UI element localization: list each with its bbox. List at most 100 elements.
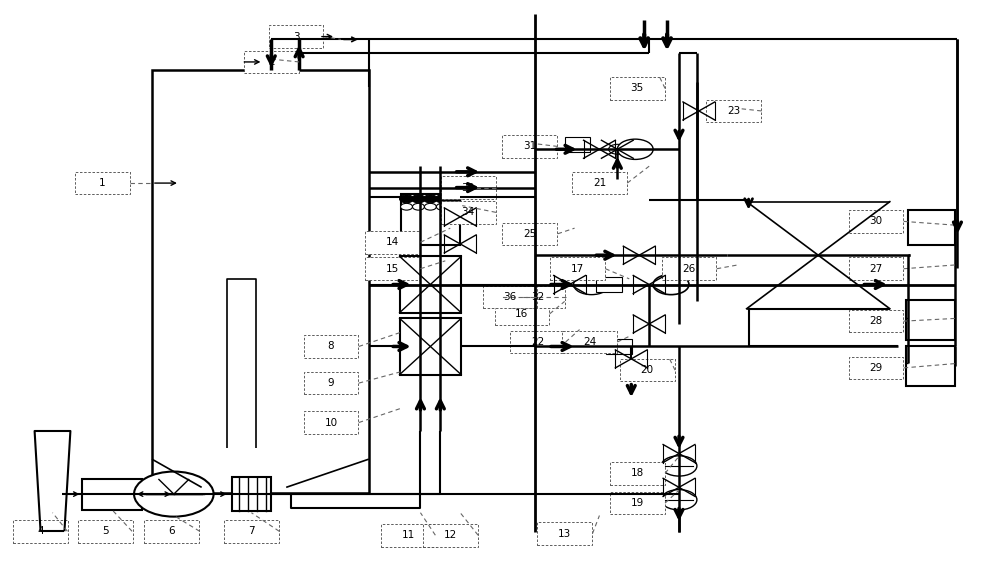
FancyBboxPatch shape [849, 210, 903, 233]
Text: 34: 34 [462, 207, 475, 217]
FancyBboxPatch shape [365, 257, 420, 280]
Circle shape [448, 203, 460, 210]
FancyBboxPatch shape [610, 492, 665, 514]
FancyBboxPatch shape [849, 310, 903, 332]
FancyBboxPatch shape [365, 231, 420, 254]
FancyBboxPatch shape [502, 135, 557, 158]
FancyBboxPatch shape [304, 372, 358, 394]
FancyBboxPatch shape [483, 286, 537, 308]
Text: 27: 27 [869, 263, 883, 274]
Bar [400, 256, 461, 313]
FancyBboxPatch shape [537, 522, 592, 545]
FancyBboxPatch shape [381, 524, 436, 546]
FancyBboxPatch shape [304, 411, 358, 434]
Text: 32: 32 [531, 292, 544, 302]
Text: 25: 25 [523, 229, 536, 239]
Circle shape [423, 195, 437, 203]
Bar [152, 71, 369, 493]
Text: 2: 2 [268, 57, 275, 67]
FancyBboxPatch shape [78, 520, 133, 543]
Bar [400, 318, 461, 374]
FancyBboxPatch shape [244, 51, 299, 73]
FancyBboxPatch shape [75, 172, 130, 195]
Text: 36: 36 [503, 292, 517, 302]
Text: 24: 24 [583, 337, 596, 347]
FancyBboxPatch shape [502, 222, 557, 245]
Circle shape [134, 472, 214, 517]
FancyBboxPatch shape [849, 357, 903, 379]
FancyBboxPatch shape [610, 77, 665, 100]
FancyBboxPatch shape [510, 331, 565, 353]
Bar [906, 300, 955, 340]
Text: 35: 35 [631, 84, 644, 93]
Text: 26: 26 [682, 263, 696, 274]
Text: 17: 17 [571, 263, 584, 274]
FancyBboxPatch shape [441, 176, 496, 199]
Circle shape [411, 195, 425, 203]
FancyBboxPatch shape [610, 462, 665, 485]
Bar [596, 277, 622, 292]
Circle shape [412, 203, 424, 210]
Text: 18: 18 [631, 468, 644, 479]
Circle shape [661, 489, 697, 510]
FancyBboxPatch shape [144, 520, 199, 543]
FancyBboxPatch shape [562, 331, 617, 353]
FancyBboxPatch shape [706, 100, 761, 122]
Circle shape [617, 139, 653, 159]
FancyBboxPatch shape [423, 524, 478, 546]
Text: 10: 10 [324, 418, 338, 427]
Text: 9: 9 [328, 378, 334, 388]
Circle shape [574, 274, 609, 295]
FancyBboxPatch shape [269, 25, 323, 48]
FancyBboxPatch shape [13, 520, 68, 543]
Text: 5: 5 [102, 526, 109, 537]
FancyBboxPatch shape [662, 257, 716, 280]
Text: 23: 23 [727, 106, 740, 116]
Text: 30: 30 [869, 216, 882, 226]
Text: 16: 16 [515, 309, 529, 319]
Text: 29: 29 [869, 363, 883, 373]
Circle shape [653, 274, 689, 295]
Text: 1: 1 [99, 178, 106, 188]
Bar [401, 195, 460, 245]
Circle shape [400, 195, 413, 203]
Circle shape [609, 145, 626, 154]
Bar [232, 477, 271, 511]
FancyBboxPatch shape [572, 172, 627, 195]
Text: 4: 4 [37, 526, 44, 537]
Circle shape [661, 456, 697, 476]
FancyBboxPatch shape [441, 201, 496, 224]
Text: 3: 3 [293, 32, 299, 42]
Text: 22: 22 [531, 337, 544, 347]
Text: 15: 15 [386, 263, 399, 274]
Text: 21: 21 [593, 178, 606, 188]
Text: 6: 6 [169, 526, 175, 537]
Bar [565, 138, 590, 152]
FancyBboxPatch shape [224, 520, 279, 543]
FancyBboxPatch shape [620, 359, 675, 381]
Text: 31: 31 [523, 142, 536, 151]
Bar [908, 210, 955, 245]
Text: 14: 14 [386, 237, 399, 248]
Bar [606, 339, 632, 354]
FancyBboxPatch shape [510, 286, 565, 308]
Text: 12: 12 [444, 530, 457, 540]
Text: 20: 20 [641, 365, 654, 375]
FancyBboxPatch shape [849, 257, 903, 280]
Circle shape [436, 203, 448, 210]
FancyBboxPatch shape [304, 335, 358, 358]
FancyBboxPatch shape [550, 257, 605, 280]
FancyBboxPatch shape [495, 303, 549, 325]
Circle shape [447, 195, 461, 203]
Circle shape [424, 203, 436, 210]
Bar [906, 347, 955, 386]
Text: 13: 13 [558, 529, 571, 538]
Text: 33: 33 [462, 183, 475, 192]
Text: 19: 19 [631, 498, 644, 508]
Circle shape [401, 203, 412, 210]
Text: 7: 7 [248, 526, 255, 537]
Circle shape [435, 195, 449, 203]
Text: 28: 28 [869, 316, 883, 326]
Bar [82, 479, 142, 510]
Text: 11: 11 [402, 530, 415, 540]
